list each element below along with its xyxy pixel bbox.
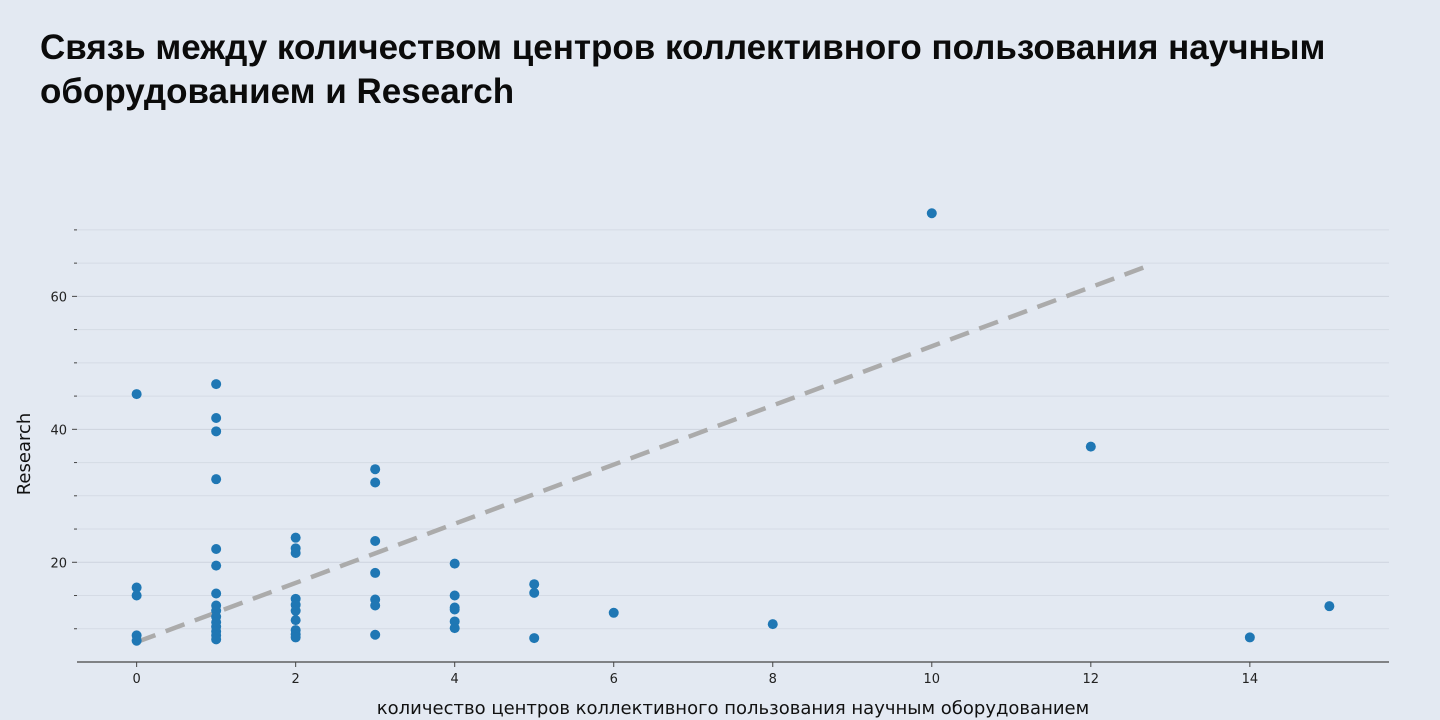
data-point (211, 543, 222, 554)
data-point (211, 413, 222, 424)
trend-line-group (135, 264, 1148, 645)
data-point (529, 579, 540, 590)
data-point (370, 477, 381, 488)
page-title: Связь между количеством центров коллекти… (40, 28, 1326, 111)
data-point (1244, 632, 1255, 643)
data-point (370, 600, 381, 611)
data-point (370, 536, 381, 547)
data-points (131, 208, 1335, 646)
data-point (370, 464, 381, 475)
y-tick-label: 60 (50, 290, 67, 305)
x-tick-label: 4 (451, 672, 459, 687)
data-point (449, 623, 460, 634)
data-point (290, 615, 301, 626)
x-tick-label: 8 (769, 672, 777, 687)
data-point (529, 587, 540, 598)
data-point (290, 632, 301, 643)
data-point (211, 379, 222, 390)
data-point (131, 635, 142, 646)
data-point (608, 607, 619, 618)
x-tick-label: 0 (132, 672, 140, 687)
data-point (449, 558, 460, 569)
data-point (211, 426, 222, 437)
data-point (370, 629, 381, 640)
data-point (211, 474, 222, 485)
x-tick-label: 14 (1242, 672, 1259, 687)
data-point (211, 634, 222, 645)
data-point (211, 560, 222, 571)
data-point (290, 532, 301, 543)
data-point (1085, 441, 1096, 452)
x-axis-title: количество центров коллективного пользов… (377, 698, 1089, 719)
x-tick-label: 12 (1083, 672, 1100, 687)
data-point (211, 588, 222, 599)
data-point (290, 605, 301, 616)
data-point (131, 582, 142, 593)
y-tick-label: 40 (50, 423, 67, 438)
data-point (131, 389, 142, 400)
data-point (767, 619, 778, 630)
axes: 20 40 60 0 2 4 6 8 10 12 14 (50, 229, 1389, 687)
data-point (449, 604, 460, 615)
data-point (926, 208, 937, 219)
x-tick-label: 6 (610, 672, 618, 687)
y-tick-label: 20 (50, 556, 67, 571)
data-point (370, 567, 381, 578)
trend-line (135, 264, 1148, 645)
data-point (1324, 601, 1335, 612)
data-point (449, 590, 460, 601)
data-point (529, 633, 540, 644)
x-tick-label: 2 (292, 672, 300, 687)
data-point (290, 547, 301, 558)
data-point (131, 590, 142, 601)
x-tick-label: 10 (924, 672, 941, 687)
y-axis-title: Research (14, 413, 35, 496)
grid-lines (77, 229, 1389, 630)
